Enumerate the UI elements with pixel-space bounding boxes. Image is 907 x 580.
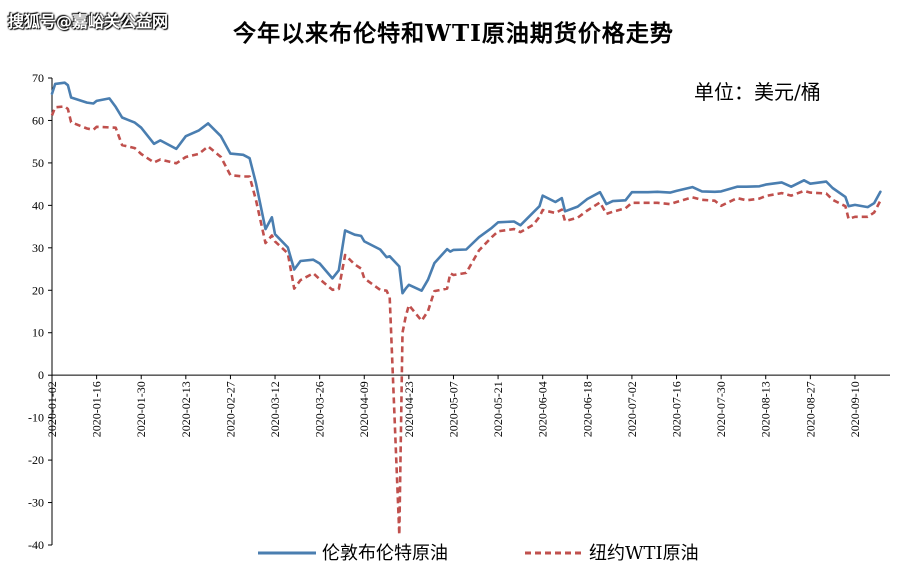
axes: [48, 77, 890, 546]
x-tick-label: 2020-09-10: [848, 381, 862, 437]
x-tick-label: 2020-01-16: [90, 381, 104, 437]
x-tick-label: 2020-03-12: [268, 381, 282, 437]
x-tick-label: 2020-03-26: [313, 381, 327, 437]
chart-title: 今年以来布伦特和WTI原油期货价格走势: [233, 20, 674, 47]
watermark: 搜狐号@嘉峪关公益网: [8, 12, 169, 31]
y-tick-label: -10: [28, 411, 44, 425]
x-tick-label: 2020-06-04: [536, 381, 550, 437]
x-tick-label: 2020-01-30: [134, 381, 148, 437]
x-tick-labels: 2020-01-02 2020-01-16 2020-01-30 2020-02-13…: [45, 381, 862, 437]
y-tick-label: 10: [32, 326, 44, 340]
y-tick-label: 60: [32, 113, 44, 127]
y-tick-label: -20: [28, 453, 44, 467]
x-tick-label: 2020-04-23: [402, 381, 416, 437]
legend: 伦敦布伦特原油 纽约WTI原油: [258, 543, 699, 564]
x-tick-label: 2020-08-27: [803, 381, 817, 437]
series-line-wti: [50, 105, 882, 537]
y-tick-label: 20: [32, 283, 44, 297]
y-tick-label: 50: [32, 156, 44, 170]
x-tick-label: 2020-05-07: [446, 381, 460, 437]
y-tick-label: 70: [32, 71, 44, 85]
x-tick-label: 2020-01-02: [45, 381, 59, 437]
x-tick-label: 2020-02-27: [223, 381, 237, 437]
series-line-brent: [50, 81, 882, 295]
y-tick-labels: -40 -30 -20 -10 0 10 20 30 40 50 60 70: [28, 71, 44, 552]
unit-label: 单位：美元/桶: [694, 80, 821, 104]
y-tick-label: 30: [32, 241, 44, 255]
x-tick-label: 2020-07-30: [714, 381, 728, 437]
x-tick-label: 2020-05-21: [491, 381, 505, 437]
x-tick-label: 2020-08-13: [759, 381, 773, 437]
x-tick-label: 2020-07-16: [670, 381, 684, 437]
y-tick-label: -40: [28, 538, 44, 552]
y-tick-label: -30: [28, 496, 44, 510]
series-layer: [50, 81, 882, 537]
legend-label-wti: 纽约WTI原油: [589, 543, 699, 564]
x-tick-label: 2020-07-02: [625, 381, 639, 437]
x-tick-label: 2020-04-09: [357, 381, 371, 437]
y-tick-label: 0: [38, 368, 44, 382]
y-tick-label: 40: [32, 198, 44, 212]
legend-label-brent: 伦敦布伦特原油: [322, 543, 448, 564]
x-tick-label: 2020-02-13: [179, 381, 193, 437]
x-tick-label: 2020-06-18: [580, 381, 594, 437]
